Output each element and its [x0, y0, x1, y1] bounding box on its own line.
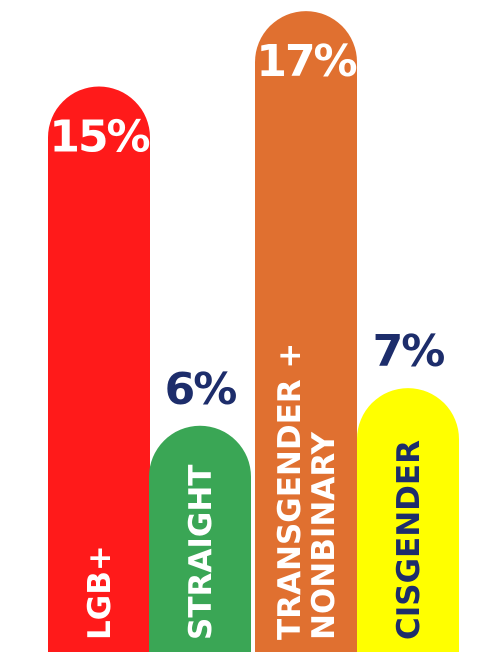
value-label-1: 6%: [165, 364, 237, 415]
category-label-line-3-0: CISGENDER: [391, 440, 427, 640]
category-label-line-0-0: LGB+: [82, 545, 118, 640]
category-label-line-2-1: NONBINARY: [306, 431, 342, 640]
category-label-1: STRAIGHT: [183, 465, 219, 640]
category-label-3: CISGENDER: [391, 440, 427, 640]
category-label-0: LGB+: [82, 545, 118, 640]
value-label-3: 7%: [373, 326, 445, 377]
bar-3: [357, 388, 459, 652]
category-label-line-2-0: TRANSGENDER +: [272, 343, 308, 640]
category-label-line-1-0: STRAIGHT: [183, 465, 219, 640]
bar-2: [255, 11, 357, 652]
value-label-2: 17%: [256, 36, 356, 87]
value-label-0: 15%: [49, 112, 149, 163]
bar-1: [149, 425, 251, 652]
bar-0: [48, 86, 150, 652]
category-label-2: TRANSGENDER +NONBINARY: [272, 343, 342, 640]
